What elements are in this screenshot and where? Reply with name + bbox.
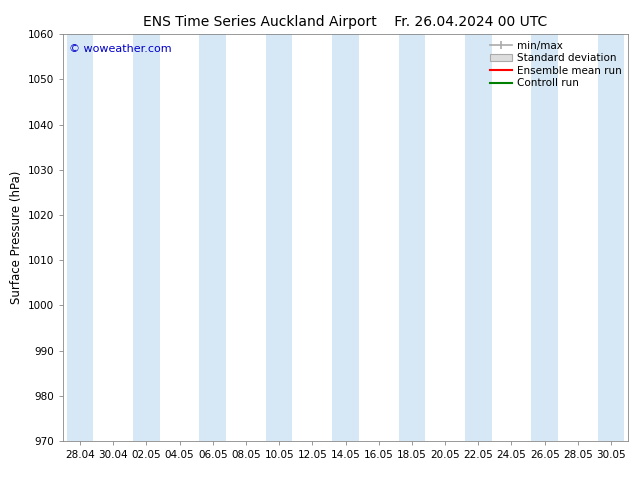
Bar [67, 34, 93, 441]
Bar [200, 34, 226, 441]
Bar [266, 34, 292, 441]
Bar [399, 34, 425, 441]
Bar [133, 34, 160, 441]
Text: © woweather.com: © woweather.com [69, 45, 172, 54]
Bar [531, 34, 558, 441]
Bar [465, 34, 491, 441]
Y-axis label: Surface Pressure (hPa): Surface Pressure (hPa) [10, 171, 23, 304]
Title: ENS Time Series Auckland Airport    Fr. 26.04.2024 00 UTC: ENS Time Series Auckland Airport Fr. 26.… [143, 15, 548, 29]
Bar [598, 34, 624, 441]
Legend: min/max, Standard deviation, Ensemble mean run, Controll run: min/max, Standard deviation, Ensemble me… [486, 36, 626, 93]
Bar [332, 34, 359, 441]
